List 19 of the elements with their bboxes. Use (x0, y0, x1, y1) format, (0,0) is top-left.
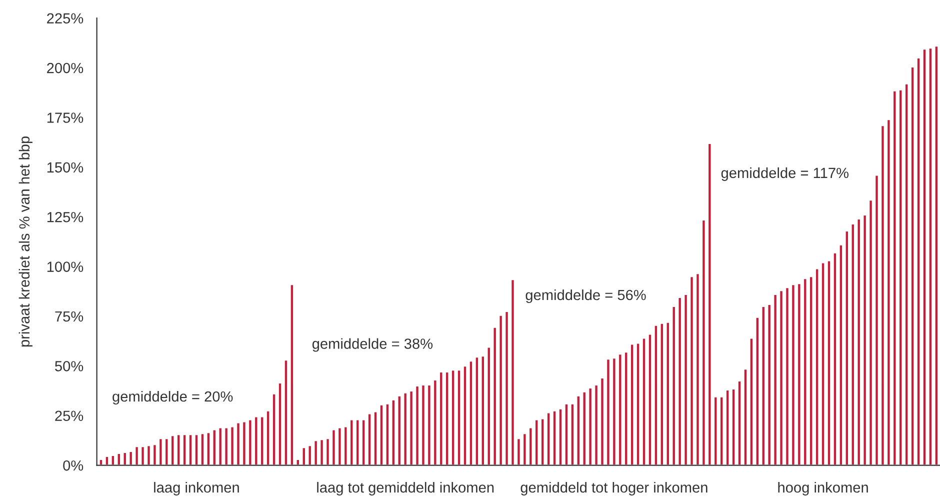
x-tick-label: hoog inkomen (778, 482, 868, 496)
y-tick-label: 200% (47, 62, 84, 74)
annotation: gemiddelde = 117% (721, 167, 848, 181)
y-tick-label: 125% (47, 212, 84, 222)
y-tick-label: 0% (63, 460, 84, 471)
annotation: gemiddelde = 56% (526, 289, 646, 304)
annotation: gemiddelde = 38% (312, 338, 433, 352)
y-tick-label: 175% (47, 112, 84, 123)
x-tick-label: laag tot gemiddeld inkomen (317, 482, 494, 496)
annotation: gemiddelde = 20% (112, 390, 233, 405)
y-tick-label: 225% (47, 13, 84, 24)
y-axis-title: privaat krediet als % van het bbp (18, 136, 32, 347)
x-tick-label: laag inkomen (154, 482, 239, 496)
y-tick-label: 50% (55, 361, 84, 372)
y-tick-label: 25% (55, 410, 84, 422)
y-tick-label: 150% (47, 162, 84, 173)
y-tick-label: 100% (47, 262, 84, 272)
y-tick-label: 75% (55, 311, 84, 322)
x-tick-label: gemiddeld tot hoger inkomen (520, 482, 708, 496)
